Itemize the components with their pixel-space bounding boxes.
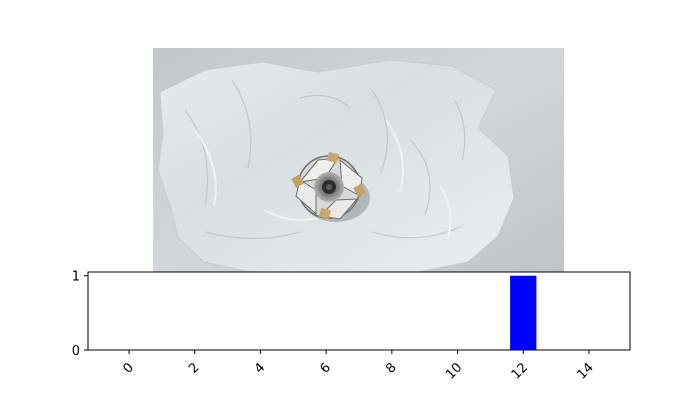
insert (353, 183, 366, 197)
product-photo (153, 48, 564, 272)
y-tick-label: 0 (72, 344, 80, 359)
plot-frame (87, 271, 631, 351)
x-tick-label: 4 (252, 360, 268, 376)
plastic-wrinkles (184, 79, 466, 240)
bar (510, 275, 537, 350)
insert (326, 151, 339, 164)
x-tick-label: 10 (443, 360, 465, 382)
bar-chart: 0 2 4 6 8 10 12 14 0 1 (72, 270, 631, 383)
x-tick-label: 14 (574, 360, 596, 382)
x-tick-label: 2 (186, 360, 202, 376)
x-tick-label: 12 (509, 360, 531, 382)
milling-cutter (291, 151, 366, 220)
x-tick-label: 6 (318, 360, 334, 376)
x-tick-label: 0 (120, 360, 136, 376)
x-tick-label: 8 (383, 360, 399, 376)
insert (291, 174, 304, 188)
y-tick-label: 1 (72, 270, 80, 285)
plot-area (88, 272, 630, 350)
insert (318, 207, 331, 220)
